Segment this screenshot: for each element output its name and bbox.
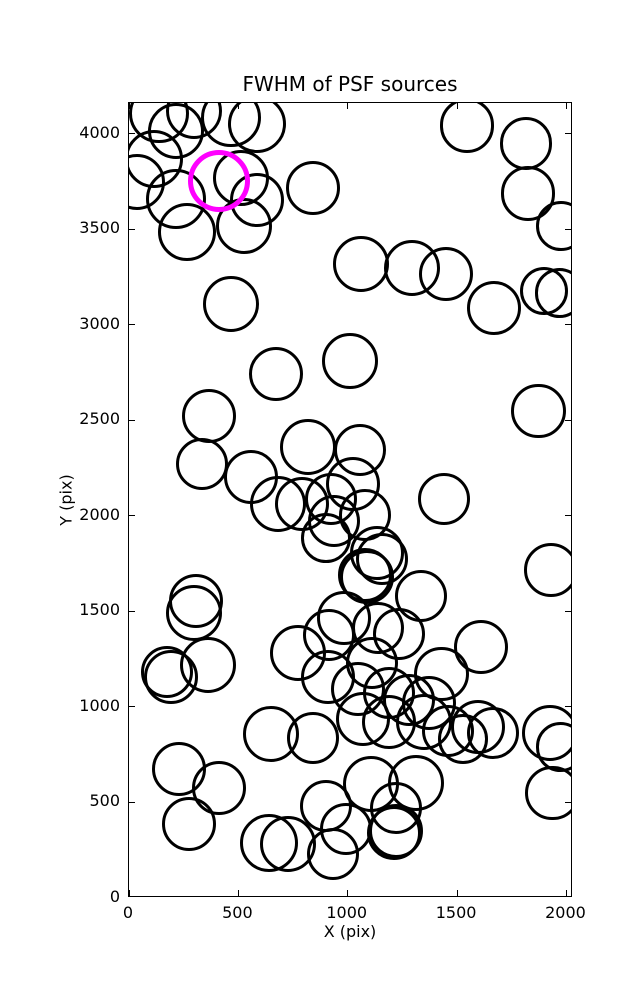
y-tick-label: 3500 xyxy=(79,218,120,238)
psf-circle xyxy=(536,200,571,251)
y-tick xyxy=(565,228,571,230)
psf-circle xyxy=(440,103,495,153)
psf-circle xyxy=(287,711,340,764)
y-tick-label: 1000 xyxy=(79,695,120,715)
psf-circle xyxy=(367,805,422,861)
psf-circle xyxy=(191,760,247,816)
y-tick xyxy=(565,706,571,708)
psf-circle xyxy=(286,160,341,215)
y-tick xyxy=(565,515,571,517)
x-tick-label: 1000 xyxy=(326,903,368,922)
psf-circle xyxy=(307,828,360,881)
y-tick-label: 0 xyxy=(109,887,120,906)
y-tick-label: 2000 xyxy=(79,504,120,524)
y-tick xyxy=(129,324,135,326)
psf-circle xyxy=(454,619,509,674)
psf-circle xyxy=(524,542,571,597)
psf-circle xyxy=(525,765,571,820)
psf-circle xyxy=(395,569,448,622)
psf-circle xyxy=(467,280,522,335)
psf-circle xyxy=(511,383,566,438)
chart-title: FWHM of PSF sources xyxy=(242,72,458,96)
y-tick xyxy=(129,133,135,135)
psf-circle xyxy=(165,584,222,641)
psf-circle xyxy=(340,549,395,604)
x-tick xyxy=(237,890,239,896)
psf-circle xyxy=(301,512,352,563)
plot-area xyxy=(128,102,572,897)
x-tick-label: 500 xyxy=(222,903,253,922)
psf-circle xyxy=(249,346,304,401)
x-tick xyxy=(565,103,567,109)
x-tick xyxy=(456,890,458,896)
psf-circle xyxy=(501,166,556,221)
psf-circle xyxy=(534,267,571,318)
y-tick xyxy=(129,228,135,230)
y-tick-label: 4000 xyxy=(79,122,120,142)
psf-circle xyxy=(157,202,217,261)
psf-circle xyxy=(280,418,337,475)
psf-circle xyxy=(418,472,471,525)
y-tick xyxy=(565,324,571,326)
psf-circle xyxy=(322,332,379,389)
y-tick-label: 1500 xyxy=(79,600,120,620)
y-tick xyxy=(129,515,135,517)
psf-circle xyxy=(176,437,229,490)
psf-circle xyxy=(467,706,520,759)
y-tick xyxy=(129,706,135,708)
y-tick xyxy=(129,419,135,421)
highlighted-psf-circle xyxy=(188,149,251,212)
x-tick-label: 2000 xyxy=(545,903,586,922)
x-tick-label: 0 xyxy=(122,903,134,922)
y-tick-label: 3000 xyxy=(79,313,120,333)
y-tick xyxy=(565,133,571,135)
x-tick xyxy=(347,103,349,109)
x-tick-label: 1500 xyxy=(435,903,477,922)
psf-circle xyxy=(333,235,390,292)
y-tick xyxy=(565,610,571,612)
x-tick xyxy=(129,890,130,896)
x-tick xyxy=(347,890,349,896)
psf-circle xyxy=(228,103,287,153)
y-tick-label: 500 xyxy=(89,791,120,811)
psf-circle xyxy=(181,388,237,443)
y-tick xyxy=(565,419,571,421)
y-tick xyxy=(565,801,571,803)
psf-circle xyxy=(419,246,474,301)
y-tick-label: 2500 xyxy=(79,409,120,429)
x-tick xyxy=(237,103,239,109)
psf-circle xyxy=(203,275,260,332)
psf-circle xyxy=(500,117,553,170)
x-tick xyxy=(456,103,458,109)
x-tick xyxy=(129,103,130,109)
psf-circle xyxy=(143,649,199,704)
x-tick xyxy=(565,890,567,896)
y-tick xyxy=(129,610,135,612)
psf-circle xyxy=(162,796,217,852)
y-tick xyxy=(129,801,135,803)
x-axis-label: X (pix) xyxy=(323,922,377,941)
